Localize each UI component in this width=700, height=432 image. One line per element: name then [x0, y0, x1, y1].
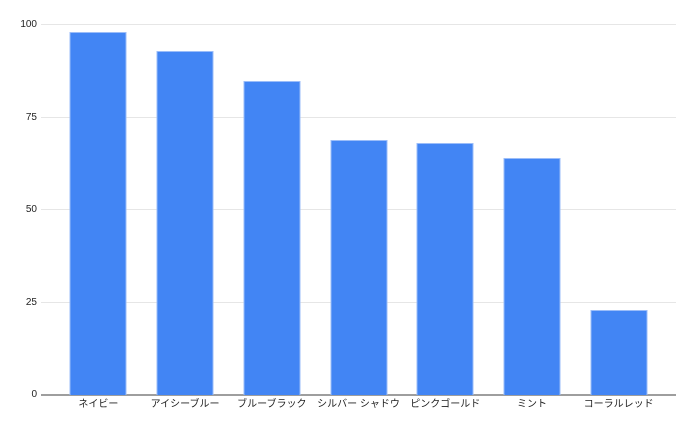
y-tick-label-100: 100 [20, 19, 37, 30]
bar-slot-2 [228, 25, 315, 395]
bar-slot-0 [55, 25, 142, 395]
bar-2 [243, 80, 301, 395]
y-axis: 0 25 50 75 100 [0, 19, 37, 400]
x-tick-label-1: アイシーブルー [150, 399, 220, 410]
y-tick-label-0: 0 [31, 389, 37, 400]
y-tick-label-25: 25 [25, 296, 37, 308]
bar-slot-1 [142, 25, 229, 395]
x-tick-label-5: ミント [516, 399, 547, 410]
x-tick-label-6: コーラルレッド [583, 399, 654, 410]
bar-slot-3 [315, 25, 402, 395]
x-axis-line [41, 394, 676, 396]
x-axis: ネイビー アイシーブルー ブルーブラック シルバー シャドウ ピンクゴールド ミント コーラ… [55, 399, 662, 411]
bars-area [55, 25, 662, 395]
x-tick-label-3: シルバー シャドウ [317, 399, 400, 410]
y-tick-label-50: 50 [25, 204, 37, 215]
bar-slot-6 [575, 25, 662, 395]
bar-5 [503, 158, 561, 395]
y-tick-label-75: 75 [25, 111, 37, 123]
gridline-100 [41, 24, 676, 25]
x-tick-label-4: ピンクゴールド [410, 399, 481, 410]
bar-slot-4 [402, 25, 489, 395]
bar-0 [69, 32, 127, 395]
gridline-75 [41, 116, 676, 118]
plot-area [41, 24, 676, 396]
bar-3 [330, 139, 388, 395]
x-tick-label-2: ブルーブラック [237, 399, 307, 410]
bar-1 [156, 50, 214, 395]
bar-4 [416, 143, 474, 395]
bar-slot-5 [489, 25, 576, 395]
bar-6 [590, 309, 648, 395]
x-tick-label-0: ネイビー [78, 399, 119, 410]
